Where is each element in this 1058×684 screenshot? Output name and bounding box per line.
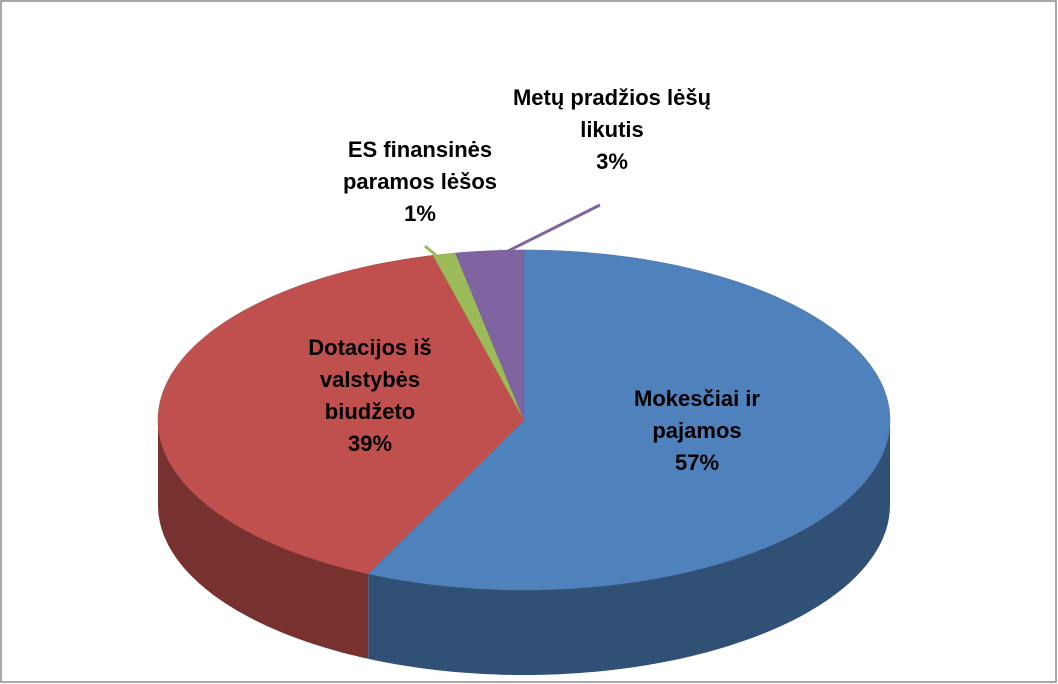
leader-line [424,244,445,264]
category-name: Mokesčiai ir pajamos [634,386,760,443]
category-name: ES finansinės paramos lėšos [342,137,498,194]
data-label: Metų pradžios lėšų likutis 3% [507,82,717,178]
slice-side [368,420,890,675]
value-label: 3% [596,149,628,174]
leader-line [494,203,601,259]
data-label: Dotacijos iš valstybės biudžeto 39% [283,332,458,460]
slice [157,255,525,575]
slice [455,249,525,421]
category-name: Metų pradžios lėšų likutis [512,85,712,142]
category-name: Dotacijos iš valstybės biudžeto [308,335,432,424]
value-label: 39% [347,431,393,456]
value-label: 57% [674,450,720,475]
data-label: ES finansinės paramos lėšos 1% [320,134,520,230]
data-label: Mokesčiai ir pajamos 57% [602,383,792,479]
value-label: 1% [404,201,436,226]
pie-tops [157,249,891,591]
slice [367,249,891,591]
